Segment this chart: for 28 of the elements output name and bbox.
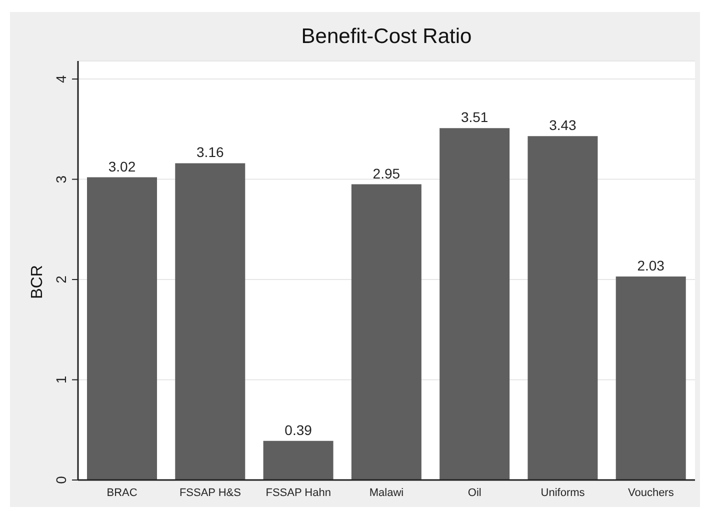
x-tick-label: Vouchers <box>628 486 674 499</box>
data-label: 3.43 <box>549 117 577 134</box>
bar <box>263 440 334 480</box>
chart-title: Benefit-Cost Ratio <box>300 25 473 49</box>
data-label: 0.39 <box>284 422 312 438</box>
bar <box>175 163 246 480</box>
data-label: 2.03 <box>637 258 665 274</box>
data-label: 3.51 <box>460 109 488 126</box>
bar <box>616 276 686 480</box>
x-tick-label: Malawi <box>369 486 404 499</box>
bar <box>528 136 598 480</box>
bar <box>87 177 157 480</box>
y-tick-label: 4 <box>53 74 69 83</box>
x-tick-label: FSSAP H&S <box>179 486 241 499</box>
data-label: 3.02 <box>108 158 136 174</box>
y-axis-title: BCR <box>29 265 47 299</box>
x-tick-label: Uniforms <box>540 486 586 499</box>
x-tick-label: BRAC <box>106 486 138 499</box>
bar <box>351 184 422 480</box>
y-tick-label: 0 <box>53 476 69 484</box>
y-tick-label: 1 <box>53 376 69 384</box>
data-label: 3.16 <box>196 144 224 160</box>
data-label: 2.95 <box>372 165 400 182</box>
y-tick-label: 2 <box>53 275 69 284</box>
x-tick-label: FSSAP Hahn <box>266 486 331 499</box>
bar <box>440 128 510 480</box>
y-tick-label: 3 <box>53 175 69 184</box>
x-tick-label: Oil <box>468 486 482 499</box>
